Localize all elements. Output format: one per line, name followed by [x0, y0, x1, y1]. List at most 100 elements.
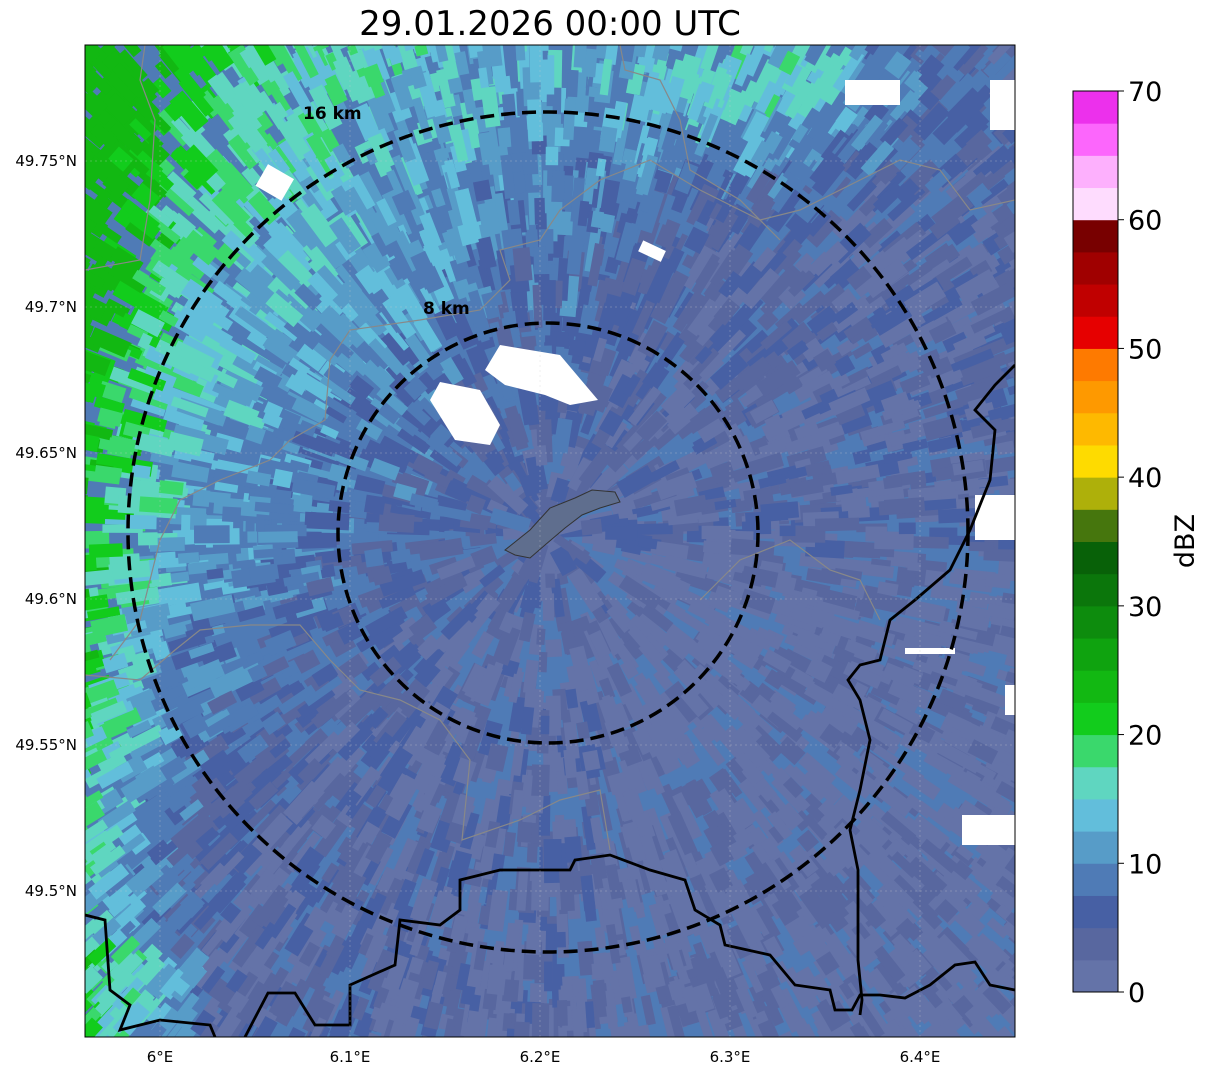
- radar-cell: [817, 817, 835, 835]
- radar-cell: [695, 1009, 717, 1037]
- radar-cell: [701, 525, 731, 540]
- radar-cell: [672, 832, 701, 879]
- radar-cell: [768, 173, 802, 213]
- radar-cell: [334, 721, 374, 761]
- radar-cell: [120, 765, 167, 804]
- radar-cell: [448, 477, 468, 496]
- radar-cell: [88, 863, 130, 900]
- radar-cell: [1013, 687, 1015, 710]
- radar-cell: [720, 617, 756, 643]
- radar-cell: [873, 961, 898, 989]
- radar-cell: [85, 749, 107, 774]
- radar-cell: [760, 501, 800, 521]
- radar-cell: [418, 774, 442, 812]
- radar-cell: [485, 742, 509, 772]
- radar-cell: [85, 469, 121, 485]
- radar-cell: [455, 963, 471, 991]
- radar-cell: [838, 878, 872, 915]
- radar-cell: [203, 974, 229, 1001]
- radar-cell: [771, 895, 800, 926]
- radar-cell: [117, 1001, 150, 1036]
- radar-cell: [772, 960, 792, 984]
- radar-cell: [711, 934, 742, 979]
- radar-cell: [1002, 206, 1015, 231]
- radar-cell: [627, 386, 662, 426]
- radar-cell: [286, 1027, 306, 1037]
- radar-cell: [584, 227, 602, 273]
- radar-cell: [312, 401, 332, 420]
- radar-cell: [605, 526, 638, 541]
- radar-cell: [884, 51, 912, 80]
- radar-cell: [856, 815, 891, 849]
- radar-cell: [364, 243, 391, 273]
- radar-cell: [272, 468, 293, 489]
- radar-cell: [984, 454, 1015, 475]
- radar-cell: [783, 763, 808, 787]
- radar-cell: [926, 356, 953, 379]
- radar-cell: [598, 410, 624, 437]
- radar-cell: [102, 652, 129, 674]
- radar-cell: [207, 782, 246, 819]
- radar-cell: [797, 983, 820, 1010]
- radar-cell: [56, 634, 84, 651]
- radar-cell: [1010, 497, 1015, 514]
- radar-cell: [85, 386, 86, 403]
- radar-cell: [752, 246, 781, 276]
- radar-cell: [285, 208, 325, 251]
- radar-cell: [536, 628, 546, 645]
- radar-cell: [218, 416, 249, 440]
- radar-cell: [172, 45, 207, 77]
- radar-cell: [653, 668, 674, 691]
- radar-cell: [500, 222, 517, 267]
- radar-cell: [919, 998, 949, 1030]
- radar-cell: [282, 71, 315, 116]
- radar-cell: [241, 67, 259, 86]
- radar-cell: [393, 878, 417, 914]
- radar-cell: [284, 922, 314, 957]
- radar-cell: [709, 840, 734, 867]
- radar-cell: [700, 45, 722, 72]
- radar-cell: [85, 801, 105, 829]
- radar-cell: [959, 770, 982, 793]
- radar-cell: [899, 997, 918, 1018]
- radar-cell: [732, 356, 772, 392]
- radar-cell: [349, 51, 367, 71]
- radar-cell: [471, 631, 495, 660]
- radar-cell: [275, 138, 313, 183]
- radar-cell: [87, 110, 123, 145]
- radar-cell: [739, 45, 760, 57]
- radar-cell: [85, 854, 88, 880]
- radar-cell: [543, 280, 556, 321]
- radar-cell: [188, 642, 215, 659]
- radar-cell: [120, 724, 165, 755]
- radar-cell: [789, 66, 812, 95]
- radar-cell: [190, 840, 214, 863]
- radar-cell: [182, 864, 206, 887]
- radar-cell: [234, 305, 276, 340]
- radar-cell: [85, 1007, 102, 1031]
- radar-cell: [790, 160, 812, 182]
- radar-cell: [970, 309, 1009, 334]
- radar-cell: [199, 832, 239, 871]
- radar-cell: [339, 689, 382, 731]
- radar-cell: [270, 101, 289, 121]
- radar-cell: [540, 557, 556, 574]
- radar-cell: [664, 404, 689, 428]
- radar-cell: [566, 237, 583, 275]
- radar-cell: [708, 595, 732, 613]
- radar-cell: [199, 641, 237, 669]
- radar-cell: [598, 952, 615, 978]
- radar-cell: [1011, 521, 1015, 540]
- radar-cell: [627, 861, 646, 897]
- radar-cell: [395, 45, 419, 73]
- radar-cell: [506, 922, 521, 945]
- radar-cell: [169, 309, 210, 343]
- radar-cell: [365, 606, 408, 638]
- radar-cell: [1003, 220, 1015, 254]
- radar-cell: [633, 45, 649, 58]
- radar-cell: [95, 452, 141, 471]
- radar-cell: [457, 566, 488, 594]
- radar-cell: [590, 962, 603, 980]
- radar-cell: [846, 265, 873, 291]
- radar-cell: [295, 707, 318, 729]
